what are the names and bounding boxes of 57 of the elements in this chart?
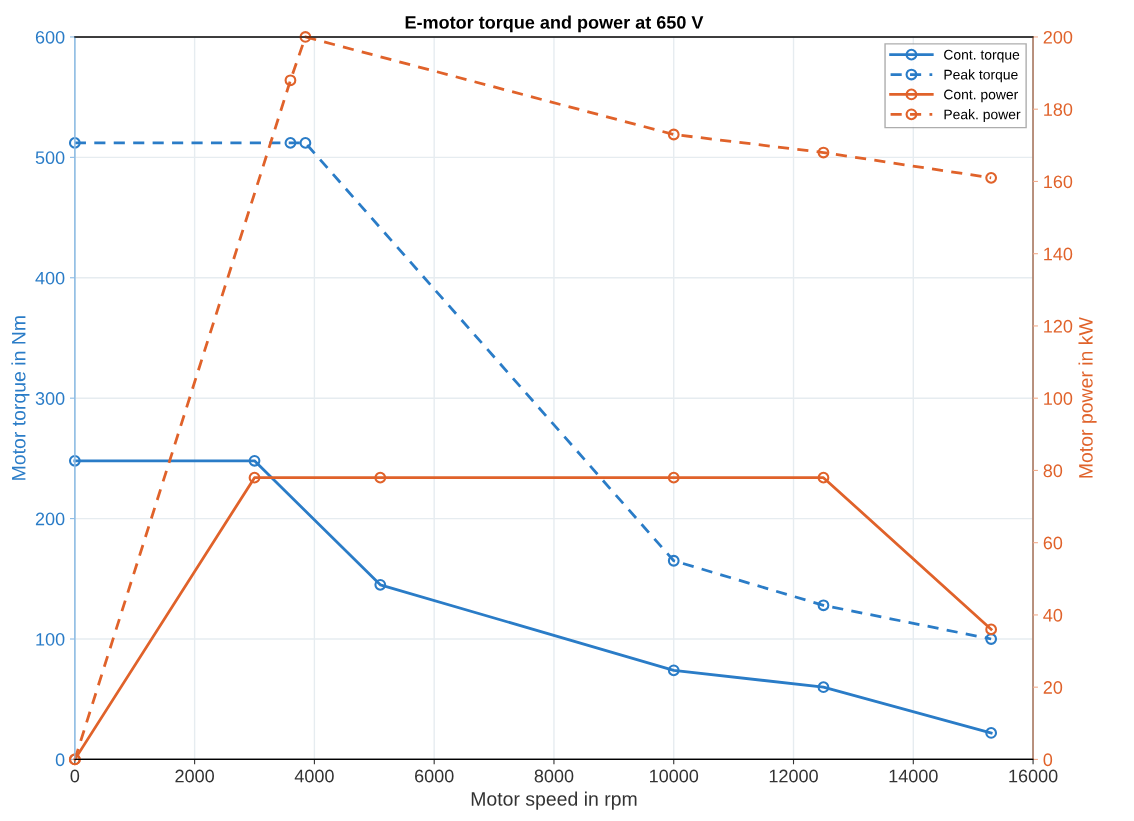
x-tick-label: 8000 xyxy=(534,769,574,783)
point xyxy=(667,471,680,484)
legend-label: Cont. power xyxy=(944,89,1019,103)
y2-tick-label: 120 xyxy=(1044,319,1073,333)
y2-tick-label: 200 xyxy=(1043,30,1073,44)
point xyxy=(667,554,680,567)
legend-label: Peak. power xyxy=(944,109,1021,123)
legend-label: Cont. torque xyxy=(944,49,1020,63)
y2-tick-label: 80 xyxy=(1043,464,1063,478)
y2-tick-label: 60 xyxy=(1043,536,1063,550)
y2-axis-title: Motor power in kW xyxy=(1078,317,1097,478)
y2-tick-label: 20 xyxy=(1043,681,1063,694)
point xyxy=(374,471,387,484)
y-tick-label: 0 xyxy=(55,753,65,767)
x-axis-title: Motor speed in rpm xyxy=(471,791,637,810)
point xyxy=(667,128,680,141)
point xyxy=(299,31,312,43)
x-tick-label: 12000 xyxy=(769,769,818,783)
chart-title: E-motor torque and power at 650 V xyxy=(405,15,704,33)
y2-tick-label: 0 xyxy=(1043,753,1053,767)
x-tick-label: 4000 xyxy=(294,769,334,783)
point xyxy=(667,664,680,677)
y2-tick-label: 140 xyxy=(1044,247,1073,261)
point xyxy=(248,471,261,484)
y-tick-label: 300 xyxy=(35,392,65,405)
y-tick-label: 400 xyxy=(35,271,65,285)
y2-tick-label: 180 xyxy=(1044,103,1073,116)
x-tick-label: 10000 xyxy=(650,769,699,783)
y-tick-label: 200 xyxy=(35,512,65,526)
point xyxy=(985,171,998,184)
point xyxy=(68,454,81,467)
y-tick-label: 100 xyxy=(36,632,65,646)
point xyxy=(985,633,998,645)
y-axis-title: Motor torque in Nm xyxy=(11,316,30,480)
point xyxy=(299,137,312,149)
y-tick-label: 500 xyxy=(35,151,65,165)
x-tick-label: 2000 xyxy=(175,769,214,783)
y-tick-label: 600 xyxy=(35,30,65,44)
point xyxy=(817,681,830,694)
x-tick-label: 14000 xyxy=(889,769,938,783)
point xyxy=(817,471,830,484)
x-tick-label: 0 xyxy=(70,769,80,783)
x-tick-label: 16000 xyxy=(1009,769,1058,783)
y2-tick-label: 160 xyxy=(1044,175,1073,189)
point xyxy=(68,137,81,149)
point xyxy=(985,727,998,739)
point xyxy=(817,599,830,612)
point xyxy=(374,578,387,591)
point xyxy=(284,137,297,149)
legend-label: Peak torque xyxy=(944,69,1018,83)
point xyxy=(248,454,261,467)
x-tick-label: 6000 xyxy=(415,769,454,783)
y2-tick-label: 40 xyxy=(1043,608,1063,622)
point xyxy=(985,623,998,636)
point xyxy=(817,146,830,159)
point xyxy=(284,74,297,87)
y2-tick-label: 100 xyxy=(1044,392,1073,405)
